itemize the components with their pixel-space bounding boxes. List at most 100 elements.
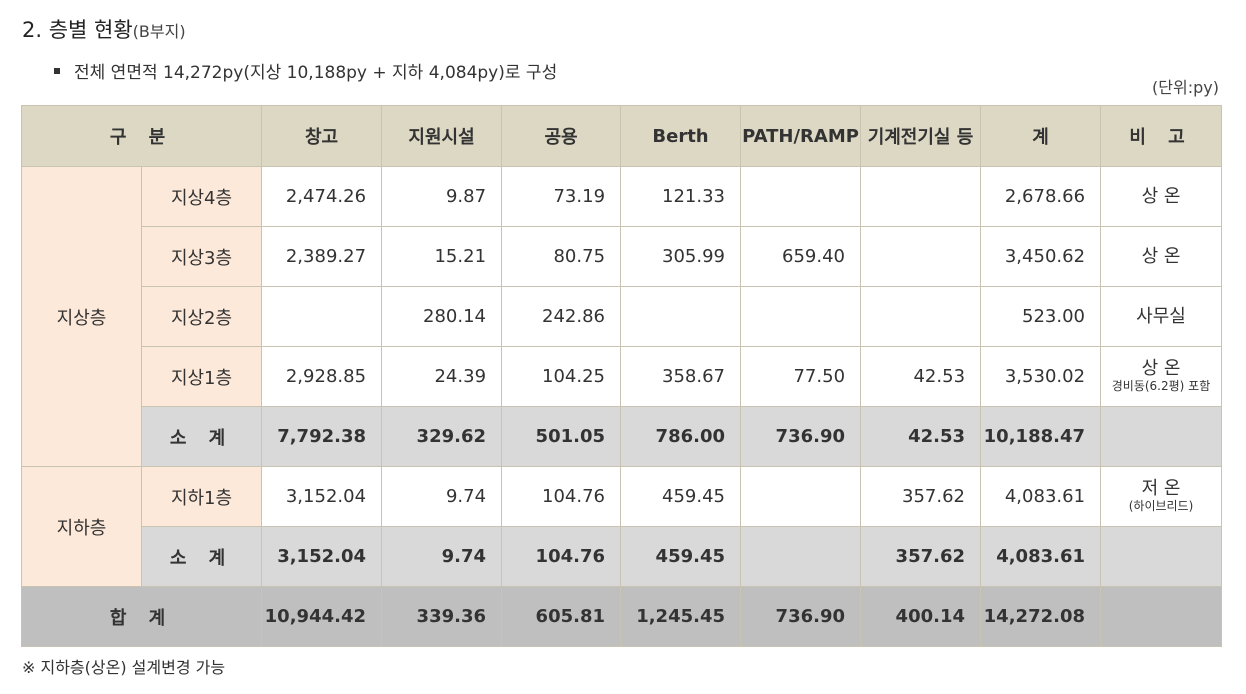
cell-sum: 523.00 [980, 286, 1102, 347]
remark-cell: 상 온 경비동(6.2평) 포함 [1100, 346, 1223, 407]
cell-value: 339.36 [381, 586, 503, 647]
header-remarks: 비 고 [1100, 105, 1223, 167]
cell-value: 121.33 [620, 166, 742, 227]
header-path-ramp: PATH/RAMP [740, 105, 862, 167]
cell-value [740, 526, 862, 587]
cell-value: 104.25 [501, 346, 622, 407]
cell-value [620, 286, 742, 347]
cell-value: 3,152.04 [261, 466, 383, 527]
cell-value: 9.87 [381, 166, 503, 227]
subtotal-row: 소 계 7,792.38 329.62 501.05 786.00 736.90… [22, 406, 1223, 467]
cell-value: 10,944.42 [261, 586, 383, 647]
cell-value: 786.00 [620, 406, 742, 467]
cell-value: 659.40 [740, 226, 862, 287]
cell-sum: 2,678.66 [980, 166, 1102, 227]
remark-cell: 저 온 (하이브리드) [1100, 466, 1223, 527]
cell-value: 280.14 [381, 286, 503, 347]
total-row: 합 계 10,944.42 339.36 605.81 1,245.45 736… [20, 586, 1223, 647]
header-mechanical: 기계전기실 등 [860, 105, 982, 167]
cell-value: 1,245.45 [620, 586, 742, 647]
header-support: 지원시설 [381, 105, 503, 167]
header-warehouse: 창고 [261, 105, 383, 167]
page-title: 2. 층별 현황(B부지) [22, 14, 186, 44]
header-berth: Berth [620, 105, 742, 167]
remark-cell: 사무실 [1100, 286, 1223, 347]
cell-value: 2,474.26 [261, 166, 383, 227]
cell-value: 357.62 [860, 466, 982, 527]
cell-value [740, 466, 862, 527]
cell-sum: 4,083.61 [980, 466, 1102, 527]
remark-cell [1100, 406, 1223, 467]
cell-value: 501.05 [501, 406, 622, 467]
group-above-ground: 지상층 [21, 166, 142, 467]
header-sum: 계 [980, 105, 1102, 167]
subtotal-label: 소 계 [140, 526, 263, 587]
table-row: 지상층 지상4층 2,474.26 9.87 73.19 121.33 2,67… [21, 166, 1223, 467]
cell-value: 459.45 [620, 526, 742, 587]
bullet-icon [54, 68, 60, 74]
cell-value [860, 226, 982, 287]
summary-text: 전체 연면적 14,272py(지상 10,188py + 지하 4,084py… [74, 63, 558, 83]
group-below-ground: 지하층 [21, 466, 142, 587]
cell-value: 357.62 [860, 526, 982, 587]
cell-sum: 3,450.62 [980, 226, 1102, 287]
cell-value: 24.39 [381, 346, 503, 407]
remark-cell [1100, 586, 1223, 647]
floor-label: 지상3층 [140, 226, 263, 287]
cell-value: 104.76 [501, 526, 622, 587]
cell-value: 104.76 [501, 466, 622, 527]
remark-cell: 상 온 [1100, 166, 1223, 227]
table-row: 지상2층 280.14 242.86 523.00 사무실 [22, 286, 1223, 347]
cell-value: 305.99 [620, 226, 742, 287]
cell-sum: 4,083.61 [980, 526, 1102, 587]
cell-value: 736.90 [740, 586, 862, 647]
cell-value: 42.53 [860, 346, 982, 407]
cell-value: 42.53 [860, 406, 982, 467]
cell-value: 242.86 [501, 286, 622, 347]
floor-label: 지상2층 [140, 286, 263, 347]
table-row: 지상3층 2,389.27 15.21 80.75 305.99 659.40 … [22, 226, 1223, 287]
cell-value: 9.74 [381, 526, 503, 587]
remark-cell [1100, 526, 1223, 587]
cell-value: 2,389.27 [261, 226, 383, 287]
cell-value: 459.45 [620, 466, 742, 527]
cell-value: 73.19 [501, 166, 622, 227]
cell-value: 3,152.04 [261, 526, 383, 587]
cell-value [860, 286, 982, 347]
cell-sum: 10,188.47 [980, 406, 1102, 467]
cell-sum: 14,272.08 [980, 586, 1102, 647]
floor-label: 지하1층 [140, 466, 263, 527]
cell-value: 7,792.38 [261, 406, 383, 467]
cell-value: 400.14 [860, 586, 982, 647]
cell-value: 2,928.85 [261, 346, 383, 407]
table-row: 지하층 지하1층 3,152.04 9.74 104.76 459.45 357… [21, 466, 1223, 587]
remark-cell: 상 온 [1100, 226, 1223, 287]
floor-label: 지상1층 [140, 346, 263, 407]
footnote: ※ 지하층(상온) 설계변경 가능 [22, 658, 226, 677]
cell-value: 77.50 [740, 346, 862, 407]
cell-value: 605.81 [501, 586, 622, 647]
cell-value [860, 166, 982, 227]
cell-sum: 3,530.02 [980, 346, 1102, 407]
table-header-row: 구 분 창고 지원시설 공용 Berth PATH/RAMP 기계전기실 등 계… [20, 105, 1223, 167]
title-suffix: (B부지) [132, 22, 186, 41]
cell-value: 15.21 [381, 226, 503, 287]
cell-value [261, 286, 383, 347]
header-common: 공용 [501, 105, 622, 167]
total-label: 합 계 [20, 586, 263, 647]
unit-label: (단위:py) [1152, 78, 1219, 97]
cell-value [740, 286, 862, 347]
header-category: 구 분 [20, 105, 263, 167]
table-row: 지상1층 2,928.85 24.39 104.25 358.67 77.50 … [22, 346, 1223, 407]
subtotal-label: 소 계 [140, 406, 263, 467]
cell-value: 329.62 [381, 406, 503, 467]
summary-bullet: 전체 연면적 14,272py(지상 10,188py + 지하 4,084py… [54, 58, 557, 83]
cell-value: 736.90 [740, 406, 862, 467]
floor-label: 지상4층 [140, 166, 263, 227]
cell-value: 9.74 [381, 466, 503, 527]
cell-value [740, 166, 862, 227]
floor-area-table: 구 분 창고 지원시설 공용 Berth PATH/RAMP 기계전기실 등 계… [20, 105, 1223, 647]
subtotal-row: 소 계 3,152.04 9.74 104.76 459.45 357.62 4… [22, 526, 1223, 587]
title-main: 2. 층별 현황 [22, 18, 133, 42]
cell-value: 80.75 [501, 226, 622, 287]
